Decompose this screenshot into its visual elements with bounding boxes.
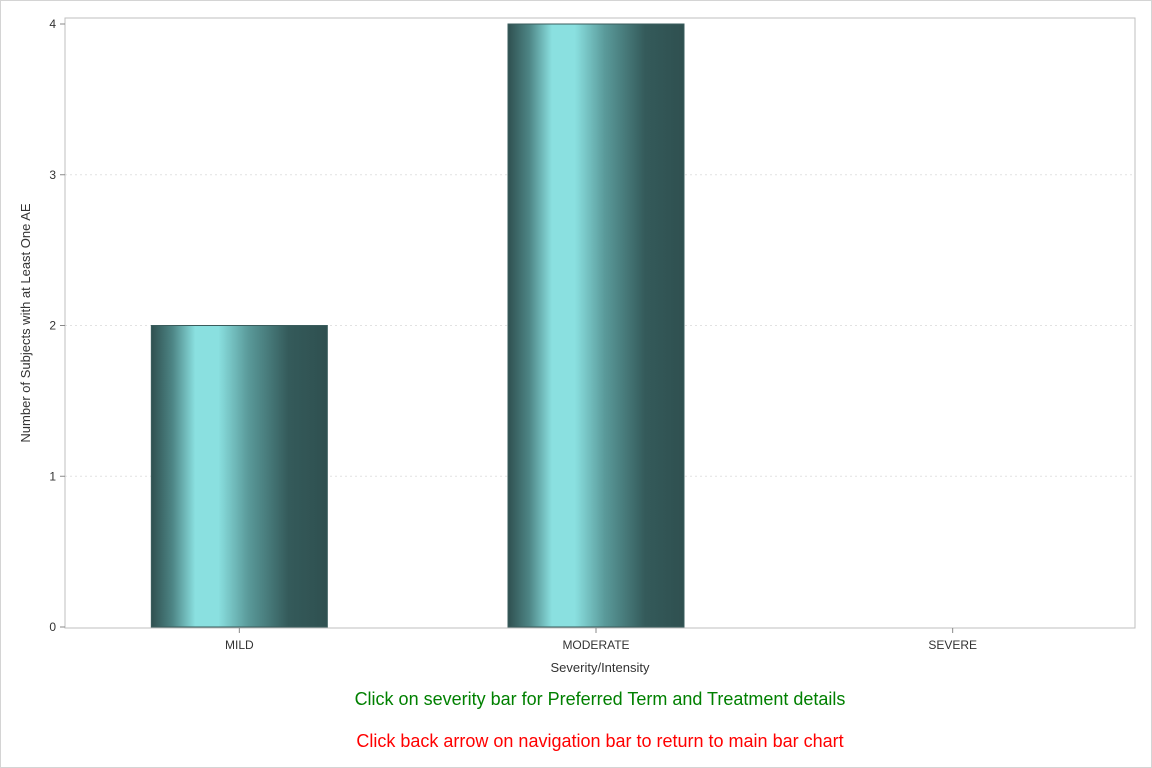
y-axis-ticks: 0 1 2 3 4	[49, 17, 65, 634]
y-tick-label: 1	[49, 469, 56, 483]
bar-mild[interactable]	[150, 325, 328, 628]
x-tick-label: SEVERE	[928, 638, 977, 652]
x-tick-label: MILD	[225, 638, 254, 652]
plot-area-border	[64, 17, 1136, 629]
y-tick-label: 2	[49, 319, 56, 333]
x-tick-label: MODERATE	[562, 638, 629, 652]
x-axis-ticks: MILD MODERATE SEVERE	[225, 628, 977, 652]
y-axis-label: Number of Subjects with at Least One AE	[18, 203, 33, 443]
footnote-navigation-instructions: Click back arrow on navigation bar to re…	[356, 731, 844, 751]
y-tick-label: 3	[49, 168, 56, 182]
bars[interactable]	[150, 23, 685, 628]
y-tick-label: 0	[49, 620, 56, 634]
x-axis-label: Severity/Intensity	[551, 660, 650, 675]
bar-moderate[interactable]	[507, 23, 685, 628]
footnote-severity-instructions: Click on severity bar for Preferred Term…	[354, 689, 846, 709]
y-tick-label: 4	[49, 17, 56, 31]
axes	[64, 17, 1136, 629]
